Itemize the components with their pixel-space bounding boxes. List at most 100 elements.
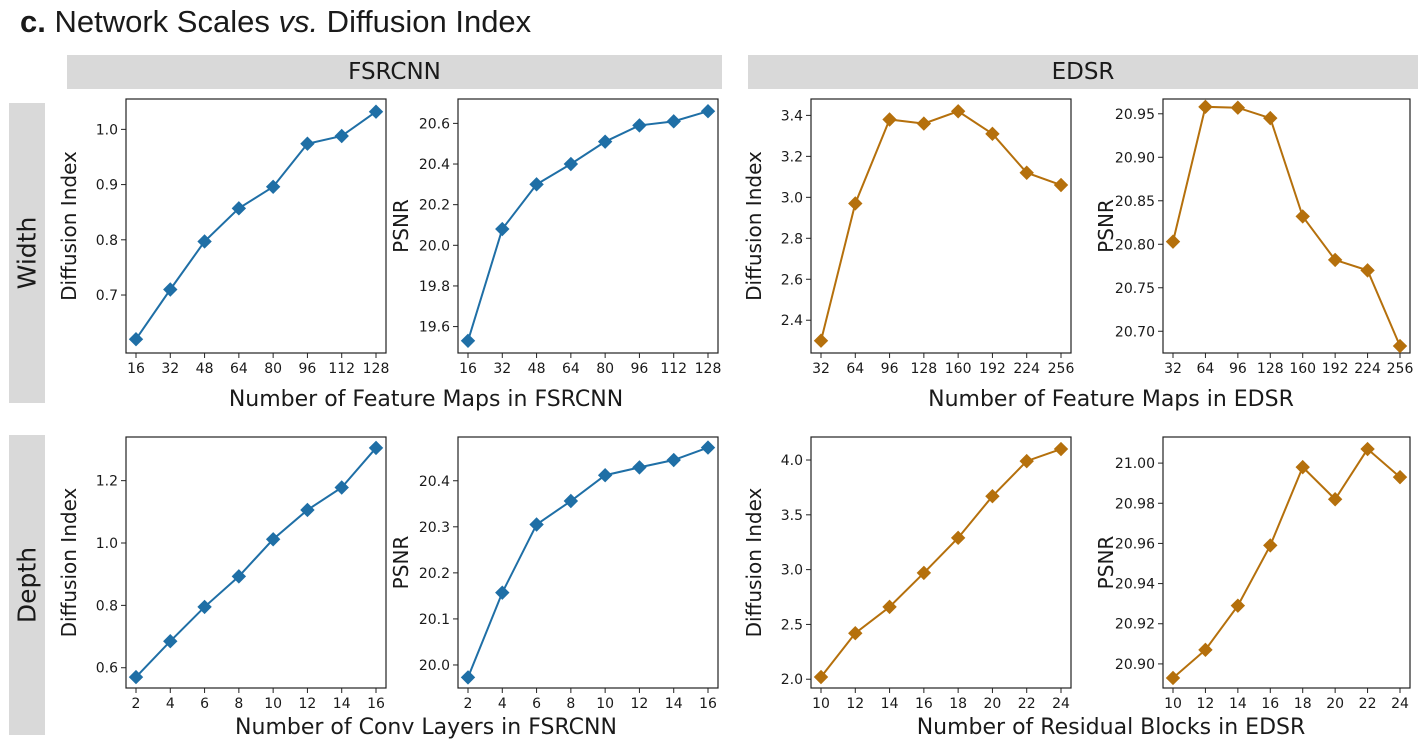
x-tick-label: 20 <box>984 696 1002 712</box>
data-point <box>632 118 647 133</box>
series-line <box>820 110 1062 341</box>
column-header-fsrcnn: FSRCNN <box>67 55 722 89</box>
y-tick-label: 3.2 <box>781 149 803 165</box>
x-tick-label: 2 <box>132 696 141 712</box>
axes-frame <box>810 98 1072 354</box>
x-tick-label: 192 <box>1322 361 1349 377</box>
data-point <box>265 532 281 547</box>
data-point <box>700 103 716 119</box>
data-point <box>563 493 579 509</box>
subplot-0: 0.7 0.8 0.9 1.0 16 32 48 64 80 96 112 128 Diffusion … <box>57 98 389 377</box>
data-point <box>916 565 932 581</box>
y-axis-label: PSNR <box>389 536 413 590</box>
y-tick-label: 20.0 <box>419 658 450 674</box>
y-axis-label: Diffusion Index <box>57 151 81 301</box>
xlabel-fsrcnn-depth: Number of Conv Layers in FSRCNN <box>235 715 617 740</box>
x-tick-label: 18 <box>1294 696 1312 712</box>
x-tick-label: 160 <box>1289 361 1316 377</box>
y-axis-label: PSNR <box>1094 199 1118 253</box>
data-point <box>368 104 384 119</box>
data-point <box>813 669 829 685</box>
y-axis-label: PSNR <box>1094 536 1118 590</box>
data-point <box>334 128 349 144</box>
y-axis-label: Diffusion Index <box>742 151 766 301</box>
x-tick-label: 32 <box>161 361 179 377</box>
x-tick-label: 80 <box>264 361 282 377</box>
y-tick-label: 2.4 <box>781 313 803 329</box>
subplot-2: 2.4 2.6 2.8 3.0 3.2 3.4 32 64 96 128 160 192 224 256 D… <box>742 98 1074 377</box>
x-tick-label: 14 <box>881 696 899 712</box>
y-tick-label: 20.90 <box>1115 150 1155 166</box>
axes-frame <box>457 98 719 354</box>
y-tick-label: 20.94 <box>1115 577 1155 593</box>
x-tick-label: 22 <box>1018 696 1036 712</box>
x-tick-label: 12 <box>299 696 317 712</box>
subplot-3: 20.70 20.75 20.80 20.85 20.90 20.95 32 64 96 128 1… <box>1094 98 1413 377</box>
x-tick-label: 8 <box>566 696 575 712</box>
x-tick-label: 22 <box>1359 696 1377 712</box>
y-tick-label: 20.75 <box>1115 281 1155 297</box>
subplot-6: 2.0 2.5 3.0 3.5 4.0 10 12 14 16 18 20 22 24 Diffusion… <box>742 436 1072 712</box>
x-tick-label: 12 <box>1197 696 1215 712</box>
y-tick-label: 20.96 <box>1115 536 1155 552</box>
data-point <box>1198 642 1213 658</box>
data-point <box>813 333 829 348</box>
x-tick-label: 8 <box>234 696 243 712</box>
x-tick-label: 12 <box>846 696 864 712</box>
series-line <box>135 447 377 678</box>
series-line <box>820 448 1062 678</box>
data-point <box>197 234 212 249</box>
y-axis-label: PSNR <box>389 199 413 253</box>
y-tick-label: 19.8 <box>419 279 450 295</box>
figure-title-main: Network Scales <box>45 4 279 39</box>
data-point <box>1392 338 1408 354</box>
data-point <box>334 480 349 495</box>
x-tick-label: 128 <box>1257 361 1284 377</box>
data-point <box>495 585 510 600</box>
data-point <box>563 156 579 172</box>
subplot-4: 0.6 0.8 1.0 1.2 2 4 6 8 10 12 14 16 Diffusion Index <box>57 436 387 712</box>
y-tick-label: 20.92 <box>1115 617 1155 633</box>
axes-frame <box>810 436 1072 689</box>
y-tick-label: 1.0 <box>96 122 118 138</box>
x-tick-label: 10 <box>1164 696 1182 712</box>
y-tick-label: 2.5 <box>781 617 803 633</box>
xlabel-fsrcnn-width: Number of Feature Maps in FSRCNN <box>228 387 624 412</box>
data-point <box>882 112 897 127</box>
y-tick-label: 20.2 <box>419 566 450 582</box>
x-tick-label: 14 <box>1229 696 1247 712</box>
data-point <box>1263 110 1278 126</box>
y-tick-label: 20.85 <box>1115 194 1155 210</box>
x-tick-label: 6 <box>532 696 541 712</box>
x-tick-label: 16 <box>699 696 717 712</box>
data-point <box>848 625 863 641</box>
y-tick-label: 20.2 <box>419 198 450 214</box>
y-tick-label: 20.6 <box>419 116 450 132</box>
data-point <box>1295 459 1310 475</box>
subplot-5: 20.0 20.1 20.2 20.3 20.4 2 4 6 8 10 12 14 16 PSNR <box>389 436 719 712</box>
x-tick-label: 96 <box>1229 361 1247 377</box>
x-tick-label: 48 <box>528 361 546 377</box>
data-point <box>950 530 966 546</box>
data-point <box>163 282 178 297</box>
y-axis-label: Diffusion Index <box>742 487 766 637</box>
data-point <box>597 134 613 149</box>
y-axis-label: Diffusion Index <box>57 487 81 637</box>
y-tick-label: 0.9 <box>96 178 118 194</box>
data-point <box>300 502 315 518</box>
data-point <box>495 221 510 237</box>
x-tick-label: 64 <box>562 361 580 377</box>
y-tick-label: 3.4 <box>781 108 803 124</box>
series-line <box>135 110 377 340</box>
axes-frame <box>1162 436 1411 689</box>
data-point <box>460 670 476 685</box>
x-tick-label: 128 <box>910 361 937 377</box>
data-point <box>1392 469 1408 485</box>
x-tick-label: 24 <box>1391 696 1409 712</box>
data-point <box>368 440 384 456</box>
x-tick-label: 16 <box>915 696 933 712</box>
data-point <box>1198 99 1213 115</box>
x-tick-label: 64 <box>230 361 248 377</box>
y-tick-label: 20.1 <box>419 612 450 628</box>
